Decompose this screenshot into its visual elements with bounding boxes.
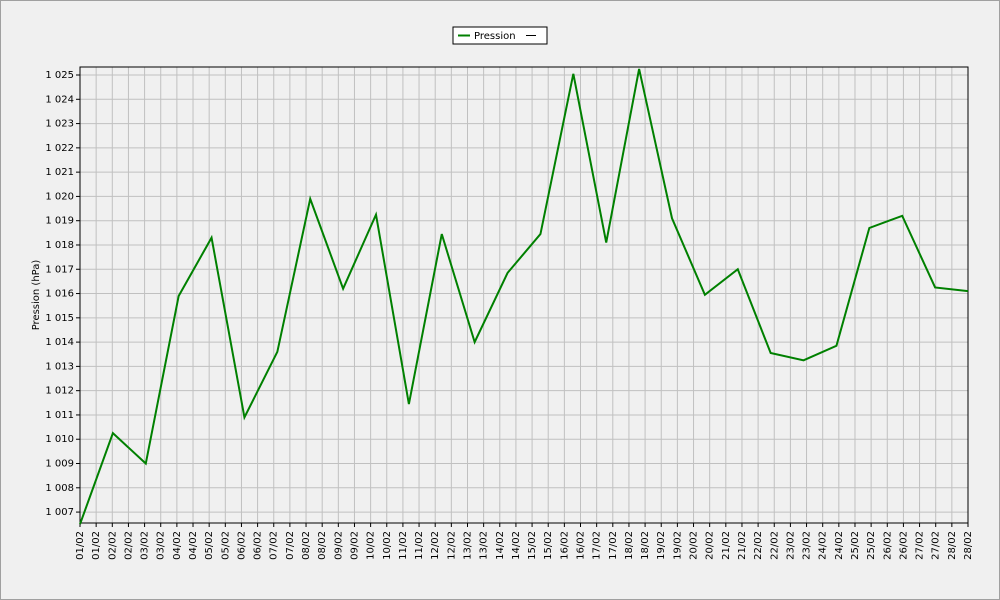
x-tick-label: 15/02 (543, 531, 554, 560)
x-tick-label: 25/02 (850, 531, 861, 560)
x-tick-label: 09/02 (333, 531, 344, 560)
y-tick-label: 1 015 (45, 313, 74, 324)
y-tick-label: 1 013 (45, 361, 74, 372)
x-tick-label: 28/02 (947, 531, 958, 560)
y-tick-label: 1 012 (45, 386, 74, 397)
y-tick-label: 1 014 (45, 337, 74, 348)
y-tick-label: 1 022 (45, 143, 74, 154)
x-tick-label: 17/02 (592, 531, 603, 560)
x-tick-label: 18/02 (624, 531, 635, 560)
x-tick-label: 09/02 (349, 531, 360, 560)
y-tick-label: 1 011 (45, 410, 74, 421)
x-tick-label: 20/02 (689, 531, 700, 560)
y-tick-label: 1 016 (45, 289, 74, 300)
y-tick-label: 1 017 (45, 264, 74, 275)
y-tick-label: 1 018 (45, 240, 74, 251)
x-tick-label: 08/02 (317, 531, 328, 560)
x-tick-label: 23/02 (785, 531, 796, 560)
x-tick-label: 16/02 (576, 531, 587, 560)
x-tick-label: 14/02 (511, 531, 522, 560)
series-line (79, 68, 969, 525)
x-tick-label: 22/02 (769, 531, 780, 560)
x-tick-label: 10/02 (382, 531, 393, 560)
x-tick-label: 01/02 (75, 531, 86, 560)
x-tick-label: 24/02 (818, 531, 829, 560)
legend-label: Pression (474, 31, 516, 42)
y-tick-label: 1 021 (45, 167, 74, 178)
x-tick-label: 05/02 (220, 531, 231, 560)
x-tick-label: 14/02 (495, 531, 506, 560)
x-tick-label: 26/02 (898, 531, 909, 560)
x-tick-label: 02/02 (107, 531, 118, 560)
x-tick-label: 07/02 (285, 531, 296, 560)
x-tick-label: 01/02 (91, 531, 102, 560)
x-tick-label: 10/02 (366, 531, 377, 560)
x-tick-label: 22/02 (753, 531, 764, 560)
x-tick-label: 03/02 (156, 531, 167, 560)
x-tick-label: 16/02 (559, 531, 570, 560)
x-tick-label: 03/02 (140, 531, 151, 560)
y-tick-label: 1 010 (45, 434, 74, 445)
x-tick-label: 26/02 (882, 531, 893, 560)
x-tick-label: 27/02 (931, 531, 942, 560)
x-tick-label: 24/02 (834, 531, 845, 560)
x-tick-label: 19/02 (656, 531, 667, 560)
x-tick-label: 12/02 (446, 531, 457, 560)
y-tick-label: 1 020 (45, 191, 74, 202)
x-tick-label: 20/02 (705, 531, 716, 560)
x-tick-label: 13/02 (479, 531, 490, 560)
x-tick-label: 12/02 (430, 531, 441, 560)
plot-border (79, 66, 969, 524)
x-tick-label: 04/02 (188, 531, 199, 560)
x-tick-label: 15/02 (527, 531, 538, 560)
x-tick-label: 23/02 (802, 531, 813, 560)
x-tick-label: 13/02 (462, 531, 473, 560)
x-tick-label: 27/02 (915, 531, 926, 560)
x-tick-label: 18/02 (640, 531, 651, 560)
x-tick-label: 07/02 (269, 531, 280, 560)
y-tick-label: 1 025 (45, 70, 74, 81)
x-tick-label: 05/02 (204, 531, 215, 560)
x-tick-label: 21/02 (721, 531, 732, 560)
x-tick-label: 04/02 (172, 531, 183, 560)
x-tick-label: 21/02 (737, 531, 748, 560)
y-tick-label: 1 009 (45, 459, 74, 470)
legend-box (452, 26, 548, 45)
y-tick-label: 1 008 (45, 483, 74, 494)
x-tick-label: 11/02 (398, 531, 409, 560)
x-tick-label: 06/02 (253, 531, 264, 560)
y-tick-label: 1 019 (45, 216, 74, 227)
x-tick-label: 06/02 (236, 531, 247, 560)
x-tick-label: 28/02 (963, 531, 974, 560)
x-tick-label: 02/02 (123, 531, 134, 560)
y-tick-label: 1 007 (45, 507, 74, 518)
x-tick-label: 19/02 (672, 531, 683, 560)
x-tick-label: 08/02 (301, 531, 312, 560)
x-tick-label: 25/02 (866, 531, 877, 560)
y-tick-label: 1 023 (45, 119, 74, 130)
y-tick-label: 1 024 (45, 94, 74, 105)
y-axis-label: Pression (hPa) (31, 260, 42, 331)
x-tick-label: 11/02 (414, 531, 425, 560)
x-tick-label: 17/02 (608, 531, 619, 560)
